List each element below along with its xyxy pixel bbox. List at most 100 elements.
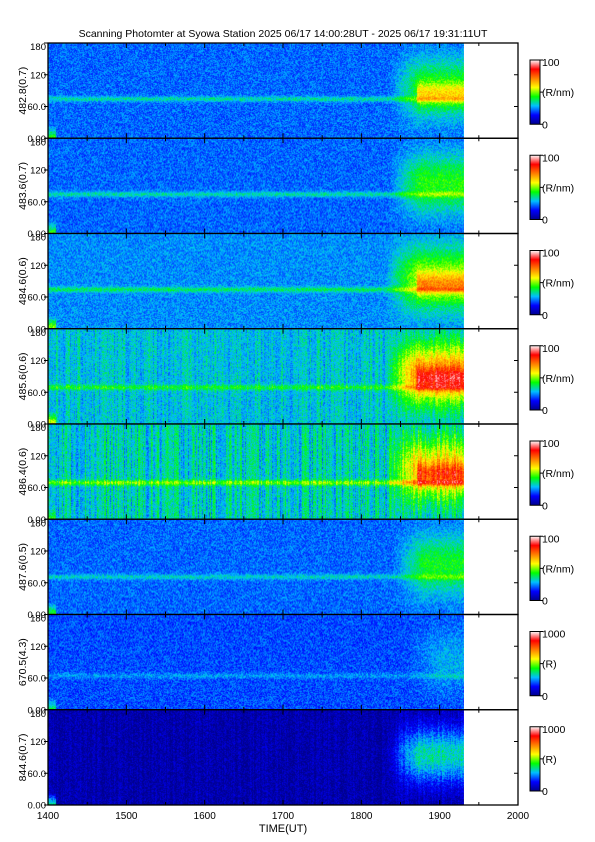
y-tick-label: 60.0 (28, 197, 47, 208)
colorbar-max-label: 100 (542, 57, 560, 69)
x-tick-label: 2000 (507, 811, 530, 822)
panel-ylabel: 670.5(4.3) (17, 638, 29, 686)
y-tick-label: 0.00 (28, 610, 47, 621)
colorbar-max-label: 1000 (542, 629, 566, 641)
colorbar-min-label: 0 (542, 786, 548, 798)
colorbar-min-label: 0 (542, 500, 548, 512)
y-tick-label: 180 (30, 423, 46, 434)
panel-ylabel: 487.6(0.5) (17, 543, 29, 591)
y-tick-label: 0.00 (28, 801, 47, 812)
colorbar-min-label: 0 (542, 119, 548, 131)
y-tick-label: 60.0 (28, 578, 47, 589)
heatmap-image (48, 709, 464, 805)
y-tick-label: 60.0 (28, 388, 47, 399)
y-tick-label: 0.00 (28, 705, 47, 716)
y-tick-label: 60.0 (28, 769, 47, 780)
colorbar-max-label: 100 (542, 343, 560, 355)
panel-ylabel: 485.6(0.6) (17, 352, 29, 400)
colorbar-max-label: 100 (542, 248, 560, 260)
y-tick-label: 0.00 (28, 324, 47, 335)
x-axis-label: TIME(UT) (259, 823, 307, 835)
colorbar-max-label: 1000 (542, 724, 566, 736)
x-axis: 1400 1500 1600 1700 1800 1900 2000 (37, 811, 530, 822)
heatmap-image (48, 328, 464, 424)
heatmap-image (48, 43, 464, 139)
panel-ylabel: 483.6(0.7) (17, 162, 29, 210)
y-tick-label: 120 (30, 451, 46, 462)
y-tick-label: 120 (30, 166, 46, 177)
colorbar (529, 345, 541, 411)
panel-2: 0.00 60.0 120 180 483.6(0.7) 100 (R/nm) 0 (17, 137, 574, 240)
y-tick-label: 180 (30, 518, 46, 529)
y-tick-label: 120 (30, 261, 46, 272)
panel-ylabel: 844.6(0.7) (17, 733, 29, 781)
y-tick-label: 120 (30, 547, 46, 558)
colorbar (529, 440, 541, 506)
y-tick-label: 120 (30, 356, 46, 367)
y-tick-label: 120 (30, 70, 46, 81)
colorbar-min-label: 0 (542, 596, 548, 608)
x-tick-label: 1800 (350, 811, 373, 822)
colorbar-unit-label: (R/nm) (542, 182, 574, 194)
colorbar (529, 726, 541, 792)
heatmap-image (48, 233, 464, 329)
panel-4: 0.00 60.0 120 180 485.6(0.6) 100 (R/nm) 0 (17, 328, 574, 431)
y-tick-label: 60.0 (28, 483, 47, 494)
y-tick-label: 60.0 (28, 674, 47, 685)
y-tick-label: 60.0 (28, 102, 47, 113)
colorbar (529, 631, 541, 697)
colorbar-max-label: 100 (542, 152, 560, 164)
colorbar-min-label: 0 (542, 691, 548, 703)
y-tick-label: 180 (30, 137, 46, 148)
y-tick-label: 180 (30, 328, 46, 339)
colorbar (529, 59, 541, 125)
chart-title: Scanning Photomter at Syowa Station 2025… (79, 28, 488, 40)
y-tick-label: 180 (30, 709, 46, 720)
colorbar-unit-label: (R/nm) (542, 87, 574, 99)
colorbar-unit-label: (R/nm) (542, 278, 574, 290)
heatmap-image (48, 424, 464, 520)
colorbar-unit-label: (R/nm) (542, 468, 574, 480)
panel-ylabel: 486.4(0.6) (17, 448, 29, 496)
panel-5: 0.00 60.0 120 180 486.4(0.6) 100 (R/nm) 0 (17, 423, 574, 526)
heatmap-image (48, 519, 464, 615)
panel-6: 0.00 60.0 120 180 487.6(0.5) 100 (R/nm) 0 (17, 518, 574, 621)
colorbar (529, 535, 541, 601)
colorbar-max-label: 100 (542, 533, 560, 545)
y-tick-label: 0.00 (28, 515, 47, 526)
y-tick-label: 120 (30, 737, 46, 748)
y-tick-label: 120 (30, 642, 46, 653)
y-tick-label: 0.00 (28, 134, 47, 145)
colorbar-unit-label: (R) (542, 754, 557, 766)
panel-1: 0.00 60.0 120 180 482.8(0.7) 100 (R/nm) 0 (17, 42, 574, 145)
x-tick-label: 1700 (272, 811, 295, 822)
colorbar (529, 154, 541, 220)
y-tick-label: 180 (30, 42, 46, 53)
colorbar-min-label: 0 (542, 405, 548, 417)
colorbar-unit-label: (R/nm) (542, 563, 574, 575)
y-tick-label: 180 (30, 614, 46, 625)
panel-7: 0.00 60.0 120 180 670.5(4.3) 1000 (R) 0 (17, 614, 566, 717)
panel-3: 0.00 60.0 120 180 484.6(0.6) 100 (R/nm) 0 (17, 233, 574, 336)
y-tick-label: 180 (30, 233, 46, 244)
x-tick-label: 1500 (115, 811, 138, 822)
colorbar-min-label: 0 (542, 215, 548, 227)
colorbar-min-label: 0 (542, 310, 548, 322)
panel-8: 0.00 60.0 120 180 844.6(0.7) 1000 (R) 0 (17, 709, 566, 812)
y-tick-label: 0.00 (28, 420, 47, 431)
x-tick-label: 1900 (429, 811, 452, 822)
panels-group: 0.00 60.0 120 180 482.8(0.7) 100 (R/nm) 0 0.00 60… (17, 42, 574, 812)
colorbar (529, 250, 541, 316)
colorbar-unit-label: (R/nm) (542, 373, 574, 385)
heatmap-image (48, 614, 464, 710)
y-tick-label: 0.00 (28, 229, 47, 240)
panel-ylabel: 484.6(0.6) (17, 257, 29, 305)
colorbar-unit-label: (R) (542, 659, 557, 671)
x-tick-label: 1400 (37, 811, 60, 822)
panel-ylabel: 482.8(0.7) (17, 67, 29, 115)
colorbar-max-label: 100 (542, 438, 560, 450)
y-tick-label: 60.0 (28, 293, 47, 304)
x-tick-label: 1600 (194, 811, 217, 822)
heatmap-image (48, 138, 464, 234)
